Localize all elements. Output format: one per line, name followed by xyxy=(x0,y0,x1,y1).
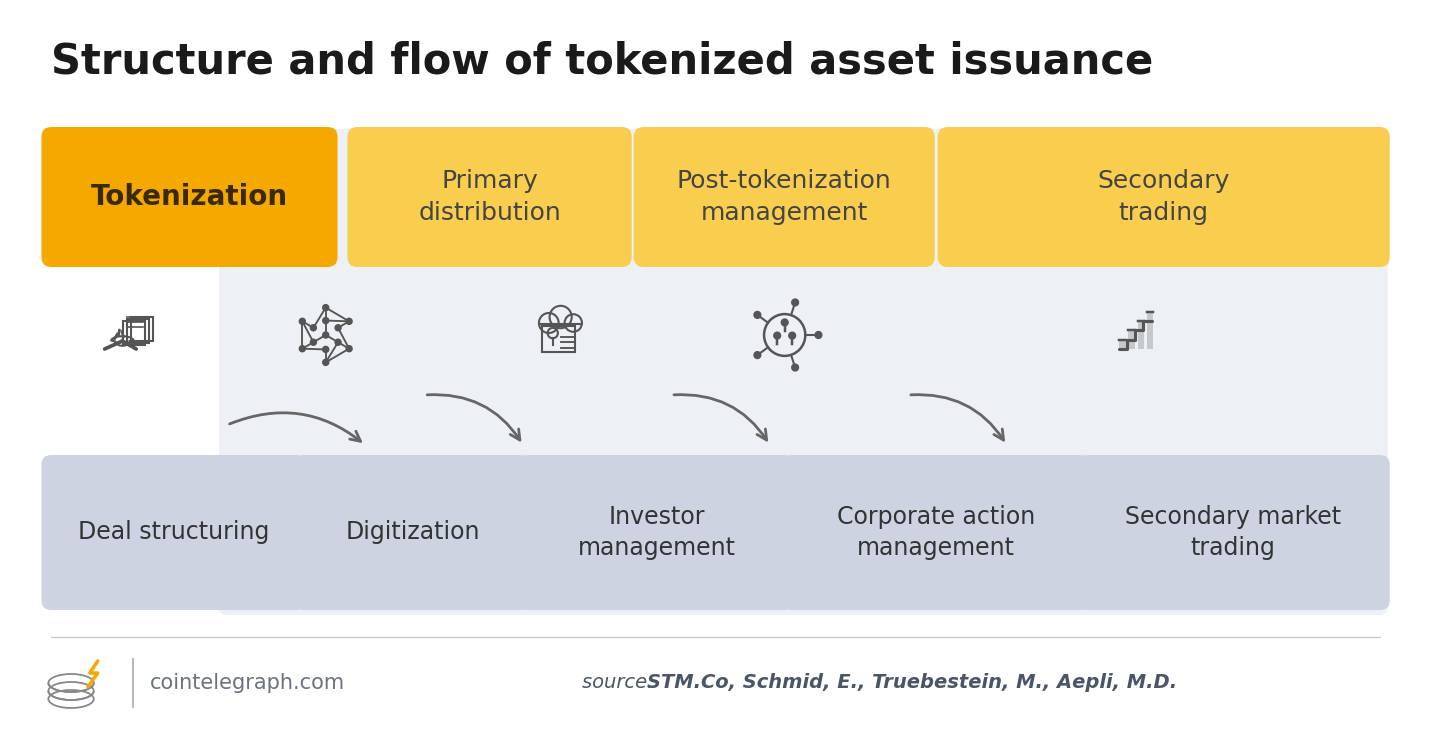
Circle shape xyxy=(754,352,761,359)
Text: Structure and flow of tokenized asset issuance: Structure and flow of tokenized asset is… xyxy=(51,40,1154,82)
Circle shape xyxy=(335,339,341,345)
FancyBboxPatch shape xyxy=(219,129,1388,615)
FancyBboxPatch shape xyxy=(294,455,531,610)
Circle shape xyxy=(754,312,761,319)
Circle shape xyxy=(782,319,787,326)
FancyBboxPatch shape xyxy=(348,127,632,267)
Circle shape xyxy=(789,332,796,339)
Circle shape xyxy=(774,332,780,339)
FancyBboxPatch shape xyxy=(1119,340,1127,349)
FancyBboxPatch shape xyxy=(1128,331,1135,349)
Text: Digitization: Digitization xyxy=(345,520,480,544)
FancyBboxPatch shape xyxy=(1076,455,1389,610)
Circle shape xyxy=(347,319,352,325)
Circle shape xyxy=(299,319,306,325)
Circle shape xyxy=(792,364,799,371)
Circle shape xyxy=(347,346,352,352)
Text: Secondary market
trading: Secondary market trading xyxy=(1125,504,1341,560)
Circle shape xyxy=(323,318,329,324)
Text: STM.Co, Schmid, E., Truebestein, M., Aepli, M.D.: STM.Co, Schmid, E., Truebestein, M., Aep… xyxy=(648,673,1177,692)
Circle shape xyxy=(310,325,316,331)
Text: Investor
management: Investor management xyxy=(577,504,735,560)
Text: Secondary
trading: Secondary trading xyxy=(1098,169,1230,225)
FancyBboxPatch shape xyxy=(42,127,338,267)
FancyBboxPatch shape xyxy=(42,455,306,610)
Circle shape xyxy=(323,359,329,365)
Circle shape xyxy=(310,339,316,345)
Circle shape xyxy=(815,331,822,338)
FancyBboxPatch shape xyxy=(783,455,1089,610)
Circle shape xyxy=(323,332,329,338)
Circle shape xyxy=(792,299,799,306)
Circle shape xyxy=(323,304,329,310)
FancyBboxPatch shape xyxy=(1147,312,1153,349)
Circle shape xyxy=(299,346,306,352)
Text: Tokenization: Tokenization xyxy=(91,183,289,211)
Text: cointelegraph.com: cointelegraph.com xyxy=(149,673,345,693)
FancyBboxPatch shape xyxy=(518,455,795,610)
Text: Corporate action
management: Corporate action management xyxy=(837,504,1035,560)
Text: source:: source: xyxy=(583,673,660,692)
FancyBboxPatch shape xyxy=(634,127,935,267)
Circle shape xyxy=(323,347,329,353)
Circle shape xyxy=(335,325,341,331)
FancyBboxPatch shape xyxy=(1138,321,1144,349)
Text: Primary
distribution: Primary distribution xyxy=(418,169,561,225)
Text: Deal structuring: Deal structuring xyxy=(78,520,270,544)
FancyBboxPatch shape xyxy=(938,127,1389,267)
Text: Post-tokenization
management: Post-tokenization management xyxy=(677,169,892,225)
